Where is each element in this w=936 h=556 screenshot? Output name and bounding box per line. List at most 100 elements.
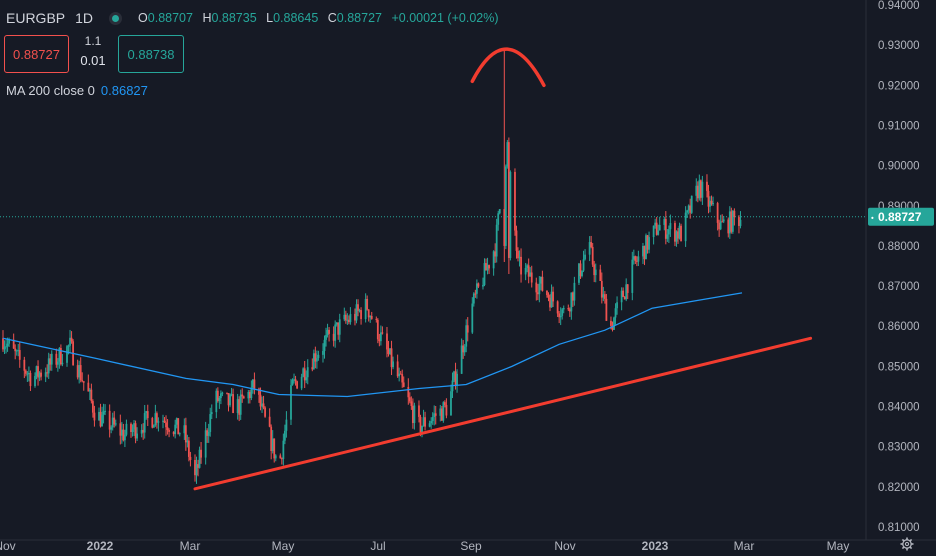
- candle-body: [111, 417, 114, 428]
- candle-body: [251, 379, 254, 388]
- candle-body: [632, 256, 635, 260]
- candle-body: [739, 219, 742, 226]
- candle-body: [616, 302, 618, 309]
- candle-body: [515, 230, 518, 251]
- candle-body: [165, 422, 167, 428]
- interval-label[interactable]: 1D: [75, 10, 94, 26]
- candle-body: [81, 380, 84, 382]
- candle-body: [503, 209, 506, 246]
- candle-body: [428, 423, 431, 427]
- candle-body: [731, 210, 734, 232]
- candle-body: [507, 142, 510, 258]
- candle-body: [209, 414, 212, 432]
- quantity-field[interactable]: 0.01: [80, 53, 106, 68]
- candle-body: [698, 180, 701, 199]
- candle-body: [311, 367, 314, 370]
- time-tick-label: Nov: [554, 539, 575, 553]
- candle-body: [18, 350, 21, 360]
- candle-body: [355, 304, 358, 321]
- candle-body: [680, 225, 682, 242]
- drawings-layer[interactable]: [193, 47, 813, 491]
- ma-200-layer: [2, 292, 743, 398]
- candle-body: [721, 221, 724, 223]
- candle-body: [166, 427, 169, 431]
- indicator-status-icon: [109, 11, 123, 25]
- candle-body: [216, 390, 219, 401]
- candle-body: [582, 259, 585, 271]
- candle-body: [524, 267, 527, 275]
- candle-body: [61, 362, 64, 365]
- candle-body: [90, 389, 93, 402]
- candle-body: [678, 225, 681, 239]
- candle-body: [599, 269, 602, 281]
- ma-legend[interactable]: MA 200 close 0 0.86827: [6, 83, 148, 98]
- candle-body: [347, 319, 350, 323]
- candle-body: [536, 292, 539, 295]
- candle-body: [718, 222, 721, 230]
- candle-body: [38, 372, 41, 378]
- candle-body: [200, 449, 202, 458]
- candle-body: [494, 251, 497, 257]
- candle-body: [701, 181, 704, 198]
- candle-body: [241, 394, 244, 397]
- candle-body: [364, 298, 367, 320]
- candle-body: [663, 218, 666, 225]
- candle-body: [34, 376, 36, 387]
- sell-button[interactable]: 0.88727: [4, 35, 69, 73]
- candle-body: [44, 372, 47, 377]
- time-axis[interactable]: Nov 2022 Mar May Jul Sep Nov 2023 Mar May: [0, 539, 936, 553]
- candle-body: [151, 418, 154, 428]
- candle-body: [486, 265, 489, 271]
- candle-body: [552, 291, 554, 302]
- time-tick-label: Mar: [180, 539, 201, 553]
- candle-body: [82, 381, 85, 383]
- candle-body: [434, 413, 437, 416]
- change-value: +0.00021 (+0.02%): [391, 11, 499, 25]
- candle-body: [122, 429, 125, 441]
- candle-body: [440, 408, 443, 421]
- price-axis[interactable]: 0.940000.930000.920000.910000.900000.890…: [865, 0, 934, 540]
- candle-body: [392, 361, 394, 368]
- candle-body: [218, 398, 221, 401]
- candle-body: [248, 391, 251, 398]
- candle-body: [268, 416, 271, 427]
- candle-body: [155, 413, 158, 423]
- candle-body: [387, 349, 390, 354]
- price-tick-label: 0.88000: [878, 241, 920, 253]
- candle-body: [197, 464, 199, 468]
- candle-body: [666, 234, 669, 239]
- candle-body: [602, 294, 605, 298]
- candle-body: [687, 205, 690, 211]
- candle-body: [175, 418, 178, 425]
- candle-body: [645, 235, 647, 260]
- buy-button[interactable]: 0.88738: [118, 35, 184, 73]
- candle-body: [326, 329, 329, 335]
- candle-body: [253, 379, 256, 389]
- settings-icon[interactable]: [900, 537, 914, 551]
- candle-body: [207, 431, 210, 436]
- candle-body: [279, 455, 282, 459]
- candle-body: [285, 419, 288, 431]
- candle-body: [667, 229, 670, 235]
- symbol-name[interactable]: EURGBP: [6, 10, 66, 26]
- candle-body: [421, 425, 423, 433]
- candle-body: [535, 282, 538, 293]
- candle-body: [506, 142, 509, 167]
- candle-body: [325, 334, 327, 340]
- candle-body: [402, 382, 405, 387]
- plot-area[interactable]: [0, 49, 866, 484]
- candle-body: [55, 353, 58, 365]
- candle-body: [419, 416, 422, 433]
- candle-body: [145, 411, 148, 414]
- candle-body: [611, 325, 614, 330]
- candle-body: [66, 346, 68, 363]
- candle-body: [381, 332, 384, 334]
- price-tick-label: 0.90000: [878, 161, 920, 173]
- time-tick-label: May: [272, 539, 295, 553]
- candle-body: [271, 438, 274, 452]
- candle-body: [646, 235, 649, 250]
- candle-body: [407, 386, 410, 398]
- candle-body: [462, 345, 465, 353]
- candle-body: [591, 246, 594, 265]
